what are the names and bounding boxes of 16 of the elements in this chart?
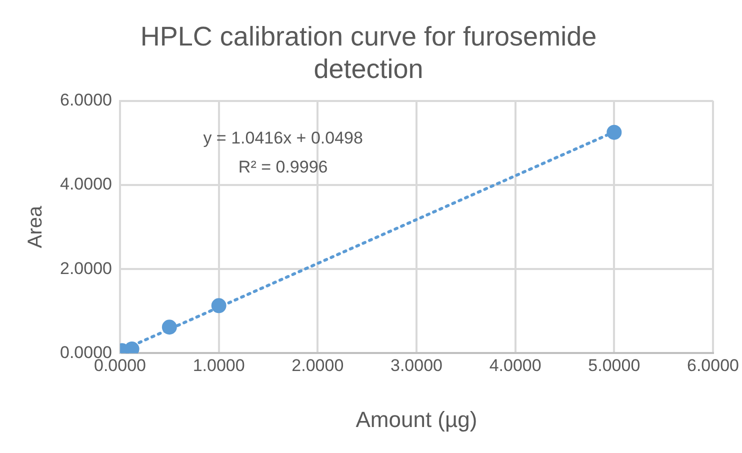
point — [606, 124, 622, 140]
x-tick-label: 2.0000 — [292, 356, 344, 376]
x-tick-label: 6.0000 — [687, 356, 739, 376]
y-tick-label: 2.0000 — [60, 258, 112, 278]
chart-title: HPLC calibration curve for furosemide detection — [140, 22, 597, 84]
x-tick-label: 1.0000 — [192, 356, 245, 376]
y-axis-title: Area — [24, 205, 47, 248]
x-tick-label: 5.0000 — [588, 356, 640, 376]
annotation: R² = 0.9996 — [238, 157, 328, 176]
y-tick-label: 4.0000 — [60, 174, 112, 194]
x-tick-label: 4.0000 — [489, 356, 542, 376]
x-tick-label: 3.0000 — [390, 356, 442, 376]
annotation: y = 1.0416x + 0.0498 — [203, 128, 363, 148]
point — [211, 298, 226, 314]
x-axis-title: Amount (µg) — [356, 406, 478, 432]
y-tick-label: 6.0000 — [60, 90, 112, 110]
